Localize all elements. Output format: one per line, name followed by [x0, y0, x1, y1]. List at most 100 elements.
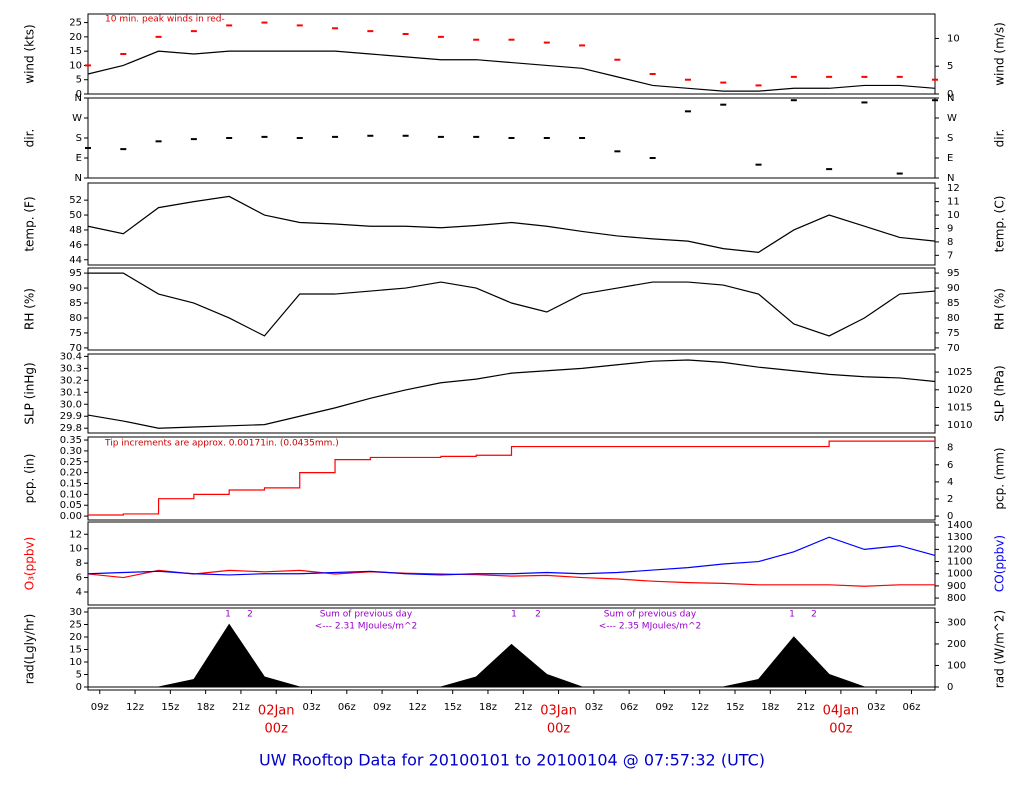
y-tick-label: 10 [69, 657, 82, 668]
data-point [861, 75, 868, 78]
annotation: <--- 2.31 MJoules/m^2 [315, 622, 417, 632]
y2-tick-label: 4 [947, 477, 953, 488]
y2-tick-label: S [947, 133, 953, 144]
data-point [720, 81, 727, 84]
y2-tick-label: E [947, 153, 953, 164]
y2-axis-title: SLP (hPa) [993, 365, 1007, 421]
y2-tick-label: 1025 [947, 367, 972, 378]
data-point [155, 35, 162, 38]
y2-tick-label: 10 [947, 210, 960, 221]
data-point [684, 78, 691, 81]
y-tick-label: 0.00 [60, 511, 82, 522]
annotation: 1 [511, 610, 517, 620]
data-point [649, 73, 656, 75]
x-date-label: 03Jan [540, 704, 577, 719]
y-tick-label: 5 [76, 75, 82, 86]
y-tick-label: 20 [69, 632, 82, 643]
y-tick-label: 50 [69, 210, 82, 221]
y-axis-title: dir. [23, 129, 37, 148]
data-point [296, 137, 303, 139]
series-line [87, 195, 936, 253]
data-point [790, 75, 797, 78]
x-tick-label: 18z [479, 702, 497, 713]
data-point [296, 24, 303, 27]
y2-tick-label: 0 [947, 511, 953, 522]
y-tick-label: 0.20 [60, 468, 82, 479]
data-point [120, 148, 127, 151]
y-tick-label: 0.15 [60, 478, 82, 489]
y-tick-label: 29.8 [60, 423, 82, 434]
x-tick-label: 15z [726, 702, 744, 713]
y-tick-label: 44 [69, 255, 82, 266]
data-point [437, 35, 444, 38]
data-point [85, 64, 91, 67]
x-tick-label: 15z [161, 702, 179, 713]
data-point [367, 30, 374, 33]
y2-tick-label: 800 [947, 593, 966, 604]
y-tick-label: 25 [69, 18, 82, 29]
panel-frame [87, 436, 936, 521]
series-line [87, 359, 936, 429]
page-title: UW Rooftop Data for 20100101 to 20100104… [259, 751, 765, 770]
x-date-label: 02Jan [258, 704, 295, 719]
y2-axis-title: rad (W/m^2) [993, 610, 1007, 688]
y-axis-title: pcp. (in) [23, 454, 37, 504]
y2-tick-label: 200 [947, 639, 966, 650]
annotation: 2 [247, 610, 253, 620]
y-tick-label: 8 [76, 558, 82, 569]
y2-axis-title: wind (m/s) [993, 22, 1007, 86]
data-point [155, 140, 162, 143]
y2-tick-label: 0 [947, 682, 953, 693]
x-tick-label: 21z [514, 702, 532, 713]
data-point [826, 168, 833, 171]
data-point [473, 38, 480, 41]
y2-tick-label: 70 [947, 343, 960, 354]
y-tick-label: 30 [69, 607, 82, 618]
y-tick-label: W [72, 113, 82, 124]
x-tick-label: 21z [797, 702, 815, 713]
y2-tick-label: N [947, 93, 954, 104]
y2-tick-label: W [947, 113, 957, 124]
y-axis-title: wind (kts) [23, 24, 37, 83]
data-point [85, 147, 91, 149]
data-point [896, 75, 903, 78]
y2-tick-label: 900 [947, 581, 966, 592]
y2-tick-label: 1400 [947, 520, 972, 531]
y-tick-label: 30.2 [60, 375, 82, 386]
y-tick-label: 5 [76, 670, 82, 681]
data-point [614, 58, 621, 61]
panel-frame [87, 182, 936, 266]
y2-tick-label: 1010 [947, 420, 972, 431]
y-tick-label: 0.35 [60, 435, 82, 446]
y-tick-label: 30.1 [60, 387, 82, 398]
data-point [402, 134, 409, 137]
panel-frame [87, 353, 936, 434]
annotation: 10 min. peak winds in red- [105, 15, 225, 25]
data-point [755, 84, 762, 87]
data-point [367, 134, 374, 137]
step-line [88, 440, 935, 516]
y-tick-label: N [75, 93, 82, 104]
x-tick-label: 03z [867, 702, 885, 713]
x-tick-label: 15z [444, 702, 462, 713]
data-point [261, 135, 268, 138]
y2-axis-title: RH (%) [993, 288, 1007, 330]
y-tick-label: 6 [76, 573, 82, 584]
data-point [649, 157, 656, 159]
y-axis-title: O₃(ppbv) [23, 537, 37, 591]
y-tick-label: E [76, 153, 82, 164]
y2-tick-label: 8 [947, 443, 953, 454]
data-point [261, 21, 268, 24]
data-point [473, 135, 480, 138]
y2-tick-label: 300 [947, 617, 966, 628]
x-tick-label: 09z [373, 702, 391, 713]
y-axis-title: RH (%) [23, 288, 37, 330]
y-tick-label: 48 [69, 225, 82, 236]
y-tick-label: 0.30 [60, 446, 82, 457]
x-tick-label: 03z [303, 702, 321, 713]
x-tick-label: 21z [232, 702, 250, 713]
y-tick-label: 29.9 [60, 411, 82, 422]
y-tick-label: 85 [69, 298, 82, 309]
y-tick-label: 30.0 [60, 399, 82, 410]
y2-tick-label: N [947, 173, 954, 184]
